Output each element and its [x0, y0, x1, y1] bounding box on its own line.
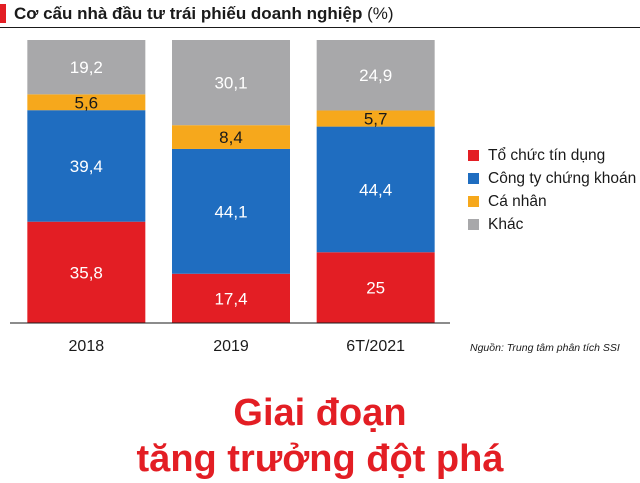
legend-item: Công ty chứng khoán — [468, 167, 636, 190]
bar-segment-2019-3 — [172, 40, 290, 126]
bar-segment-6T/2021-0 — [316, 252, 435, 323]
data-label-2018-1: 39,4 — [70, 157, 103, 176]
source-note: Nguồn: Trung tâm phân tích SSI — [470, 342, 620, 354]
data-label-2018-0: 35,8 — [70, 263, 103, 282]
data-label-2019-0: 17,4 — [214, 289, 247, 308]
bar-segment-6T/2021-2 — [316, 110, 435, 127]
data-label-2018-3: 19,2 — [70, 58, 103, 77]
data-label-6T/2021-0: 25 — [366, 279, 385, 298]
data-label-6T/2021-1: 44,4 — [359, 180, 392, 199]
legend-item: Khác — [468, 213, 636, 236]
data-label-2019-3: 30,1 — [214, 74, 247, 93]
legend-swatch — [468, 196, 479, 207]
legend-swatch — [468, 173, 479, 184]
data-label-6T/2021-3: 24,9 — [359, 66, 392, 85]
bar-segment-2018-0 — [27, 221, 146, 323]
bar-segment-6T/2021-3 — [316, 40, 435, 111]
bar-segment-2018-1 — [27, 110, 146, 222]
headline-line-1: Giai đoạn — [233, 392, 407, 434]
bar-segment-2019-2 — [172, 125, 290, 149]
data-label-2019-2: 8,4 — [219, 128, 243, 147]
data-label-2018-2: 5,6 — [75, 93, 99, 112]
title-accent-bar — [0, 4, 6, 23]
x-tick-label: 6T/2021 — [346, 338, 405, 355]
data-label-6T/2021-2: 5,7 — [364, 110, 388, 129]
headline-line-2: tăng trưởng đột phá — [136, 438, 504, 480]
data-label-2019-1: 44,1 — [214, 202, 247, 221]
chart-title-text: Cơ cấu nhà đầu tư trái phiếu doanh nghiệ… — [14, 4, 363, 23]
bar-segment-2018-2 — [27, 94, 146, 111]
bar-segment-6T/2021-1 — [316, 126, 435, 253]
x-tick-label: 2019 — [213, 338, 249, 355]
legend-label: Công ty chứng khoán — [488, 169, 637, 187]
bar-segment-2019-1 — [172, 148, 290, 274]
bar-segment-2018-3 — [27, 40, 146, 95]
legend-item: Cá nhân — [468, 190, 636, 213]
chart-legend: Tổ chức tín dụng Công ty chứng khoán Cá nh… — [468, 144, 636, 236]
stacked-bar-chart: 35,8 39,4 5,6 19,2 2018 17,4 44,1 8,4 30,1 2019 25… — [10, 40, 450, 355]
legend-label: Tổ chức tín dụng — [488, 146, 606, 164]
legend-item: Tổ chức tín dụng — [468, 144, 636, 167]
bar-segment-2019-0 — [172, 273, 290, 323]
legend-swatch — [468, 219, 479, 230]
legend-label: Cá nhân — [488, 192, 547, 210]
chart-title: Cơ cấu nhà đầu tư trái phiếu doanh nghiệ… — [14, 4, 394, 24]
chart-header: Cơ cấu nhà đầu tư trái phiếu doanh nghiệ… — [0, 0, 640, 28]
x-tick-label: 2018 — [69, 338, 105, 355]
headline: Giai đoạn tăng trưởng đột phá — [0, 390, 640, 482]
legend-label: Khác — [488, 215, 524, 233]
chart-title-unit: (%) — [367, 4, 394, 23]
legend-swatch — [468, 150, 479, 161]
